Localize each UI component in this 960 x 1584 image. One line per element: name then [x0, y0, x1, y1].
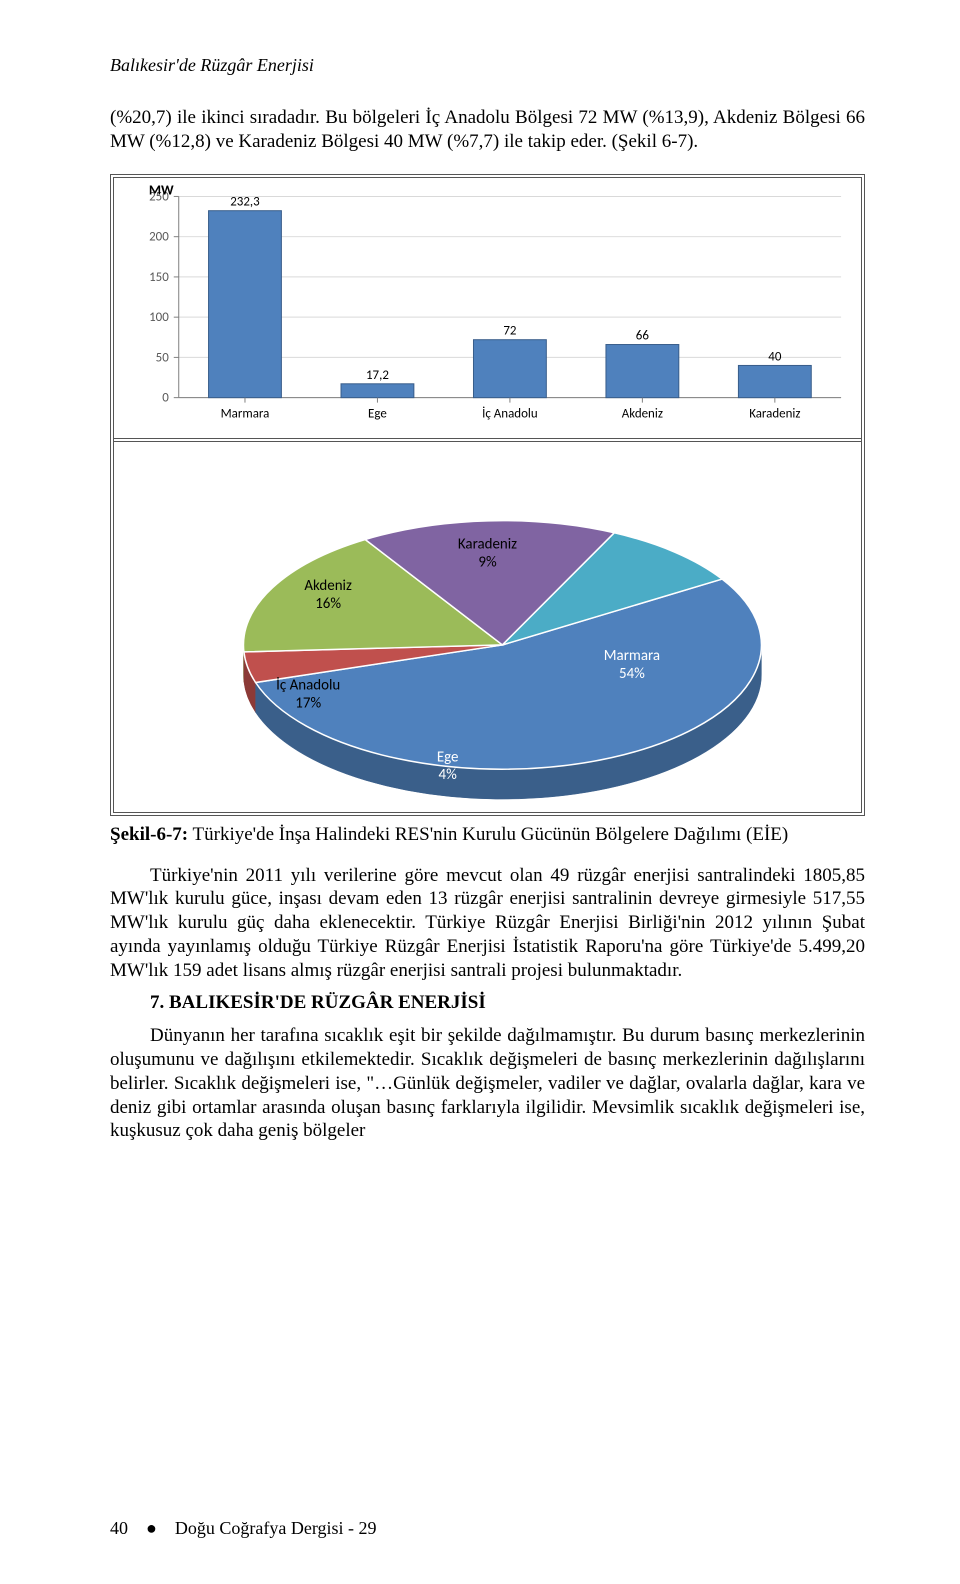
page: Balıkesir'de Rüzgâr Enerjisi (%20,7) ile… — [0, 0, 960, 1584]
intro-paragraph-block: (%20,7) ile ikinci sıradadır. Bu bölgele… — [110, 106, 865, 154]
svg-text:72: 72 — [503, 323, 516, 338]
svg-text:0: 0 — [162, 390, 169, 405]
paragraph-3-block: Dünyanın her tarafına sıcaklık eşit bir … — [110, 1024, 865, 1143]
page-footer: 40 ● Doğu Coğrafya Dergisi - 29 — [110, 1518, 377, 1539]
svg-text:İç Anadolu: İç Anadolu — [276, 676, 340, 694]
svg-text:54%: 54% — [619, 664, 645, 682]
svg-text:200: 200 — [149, 229, 169, 244]
footer-journal: Doğu Coğrafya Dergisi - 29 — [175, 1518, 377, 1538]
running-head: Balıkesir'de Rüzgâr Enerjisi — [110, 55, 865, 76]
svg-text:Marmara: Marmara — [604, 646, 660, 664]
paragraph-3: Dünyanın her tarafına sıcaklık eşit bir … — [110, 1024, 865, 1143]
caption-rest: Türkiye'de İnşa Halindeki RES'nin Kurulu… — [188, 824, 788, 845]
svg-text:150: 150 — [149, 269, 169, 284]
figure-caption: Şekil-6-7: Türkiye'de İnşa Halindeki RES… — [110, 824, 865, 846]
svg-text:4%: 4% — [439, 766, 458, 784]
svg-text:MW: MW — [149, 181, 174, 198]
svg-text:50: 50 — [156, 350, 170, 365]
footer-page-number: 40 — [110, 1518, 128, 1538]
svg-text:Ege: Ege — [437, 748, 459, 766]
svg-text:Marmara: Marmara — [221, 406, 270, 421]
svg-text:Ege: Ege — [368, 406, 387, 421]
svg-text:66: 66 — [636, 328, 650, 343]
pie-chart-cell: Marmara54% Ege4% İç Anadolu17% Akdeniz16% Ka… — [114, 442, 861, 812]
svg-text:9%: 9% — [478, 553, 497, 571]
svg-text:232,3: 232,3 — [230, 194, 260, 209]
svg-text:100: 100 — [149, 310, 169, 325]
svg-text:17%: 17% — [295, 694, 321, 712]
svg-text:İç Anadolu: İç Anadolu — [482, 406, 538, 421]
svg-text:Akdeniz: Akdeniz — [622, 406, 663, 421]
paragraph-2: Türkiye'nin 2011 yılı verilerine göre me… — [110, 864, 865, 983]
svg-text:17,2: 17,2 — [366, 367, 389, 382]
svg-text:Karadeniz: Karadeniz — [458, 535, 517, 553]
intro-paragraph: (%20,7) ile ikinci sıradadır. Bu bölgele… — [110, 106, 865, 154]
section-heading: 7. BALIKESİR'DE RÜZGÂR ENERJİSİ — [150, 992, 865, 1014]
bar-chart-cell: 050100150200250MW232,3Marmara17,2Ege72İç… — [114, 178, 861, 442]
svg-text:Karadeniz: Karadeniz — [749, 406, 800, 421]
footer-bullet-icon: ● — [146, 1518, 157, 1538]
figure-container: 050100150200250MW232,3Marmara17,2Ege72İç… — [110, 174, 865, 816]
svg-text:Akdeniz: Akdeniz — [304, 577, 352, 595]
caption-bold: Şekil-6-7: — [110, 824, 188, 845]
pie-chart: Marmara54% Ege4% İç Anadolu17% Akdeniz16% Ka… — [114, 442, 861, 812]
bar-chart: 050100150200250MW232,3Marmara17,2Ege72İç… — [114, 178, 861, 438]
svg-text:16%: 16% — [315, 595, 341, 613]
svg-text:40: 40 — [768, 349, 782, 364]
paragraph-2-block: Türkiye'nin 2011 yılı verilerine göre me… — [110, 864, 865, 983]
